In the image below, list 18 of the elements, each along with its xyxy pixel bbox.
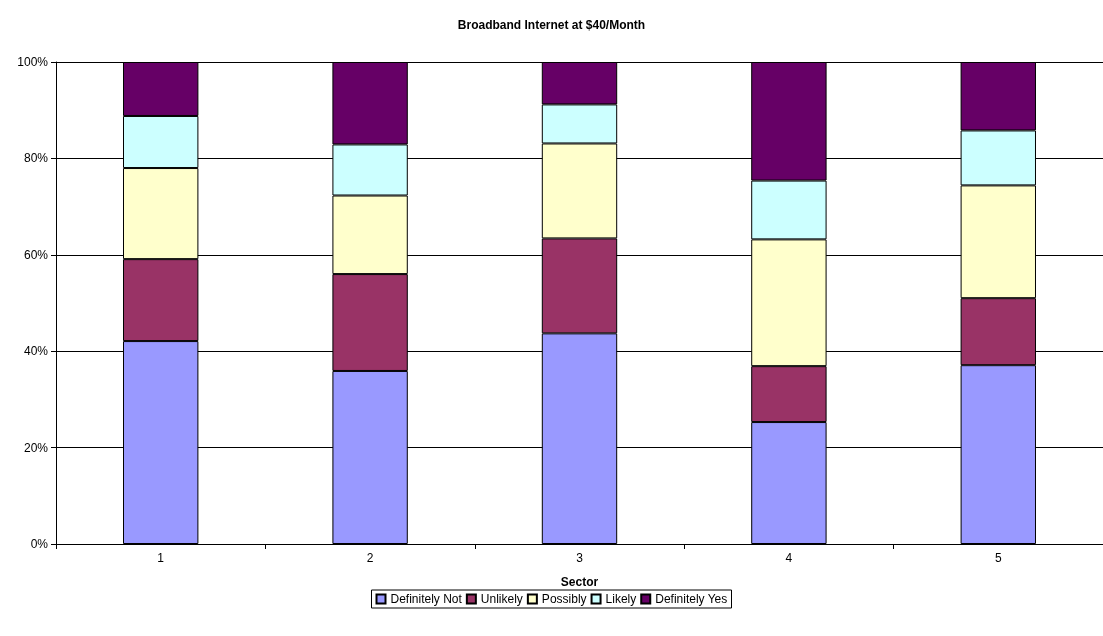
legend-label: Definitely Yes [655, 592, 728, 606]
legend-label: Definitely Not [390, 592, 463, 606]
y-tick-label: 80% [23, 151, 49, 166]
y-tick-label: 0% [30, 537, 49, 551]
legend-label: Unlikely [480, 592, 523, 606]
legend-label: Likely [605, 592, 637, 606]
x-tick-label: 1 [157, 551, 165, 565]
y-tick-label: 20% [23, 440, 49, 455]
y-tick-label: 100% [17, 55, 49, 69]
legend-label: Possibly [541, 592, 587, 606]
x-axis-title: Sector [560, 575, 599, 589]
x-tick-label: 5 [994, 551, 1002, 565]
x-tick-label: 3 [576, 551, 584, 565]
x-tick-label: 4 [785, 551, 793, 565]
chart-title: Broadband Internet at $40/Month [457, 18, 646, 32]
y-tick-label: 60% [23, 247, 49, 262]
x-tick-label: 2 [366, 551, 374, 565]
y-tick-label: 40% [23, 344, 49, 359]
